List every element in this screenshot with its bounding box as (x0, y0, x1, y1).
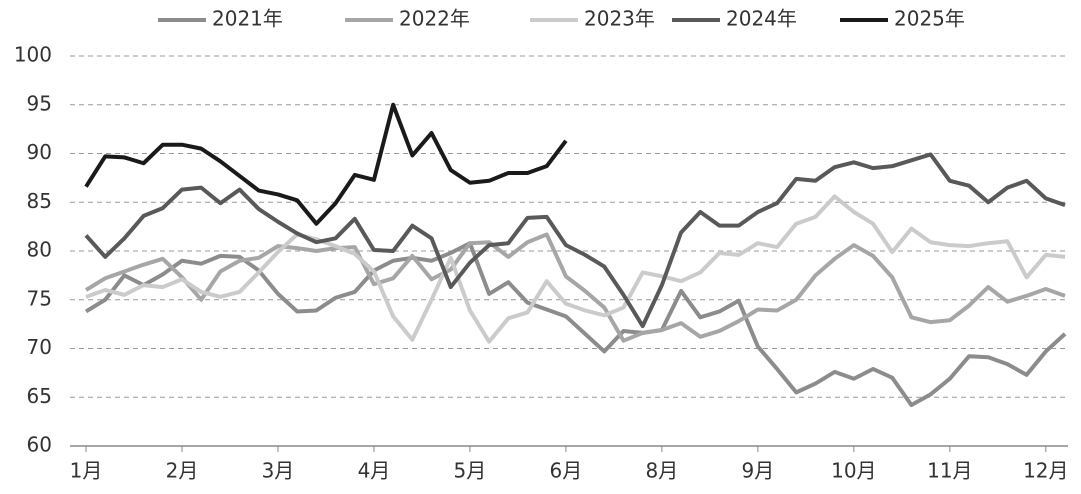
legend-label: 2023年 (584, 7, 655, 31)
x-tick-label: 9月 (741, 459, 774, 483)
y-tick-label: 65 (27, 384, 52, 408)
legend-label: 2025年 (894, 7, 965, 31)
y-tick-label: 80 (27, 238, 52, 262)
x-tick-label: 4月 (358, 459, 391, 483)
x-tick-label: 6月 (550, 459, 583, 483)
y-tick-label: 85 (27, 189, 52, 213)
x-tick-label: 10月 (831, 459, 876, 483)
series-line (84, 102, 568, 226)
y-tick-label: 70 (27, 335, 52, 359)
y-tick-label: 90 (27, 140, 52, 164)
series-line (84, 241, 1067, 408)
y-tick-label: 100 (14, 43, 52, 67)
x-tick-label: 1月 (70, 459, 103, 483)
series-line (85, 194, 1066, 344)
y-tick-label: 95 (27, 91, 52, 115)
x-tick-label: 3月 (262, 459, 295, 483)
legend-label: 2021年 (212, 7, 283, 31)
x-tick-label: 11月 (927, 459, 972, 483)
series-line (84, 232, 1066, 343)
y-tick-label: 75 (27, 286, 52, 310)
x-tick-label: 5月 (454, 459, 487, 483)
x-tick-label: 2月 (166, 459, 199, 483)
x-tick-label: 8月 (646, 459, 679, 483)
series-line (84, 152, 1066, 329)
x-tick-label: 12月 (1023, 459, 1068, 483)
legend-label: 2024年 (726, 7, 797, 31)
legend-label: 2022年 (399, 7, 470, 31)
y-tick-label: 60 (27, 433, 52, 457)
